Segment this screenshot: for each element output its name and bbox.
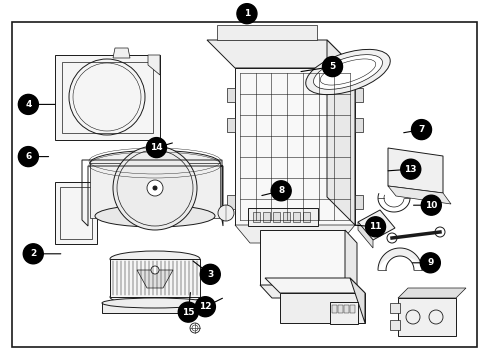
Ellipse shape bbox=[110, 289, 200, 305]
Bar bbox=[343, 305, 348, 313]
Ellipse shape bbox=[313, 55, 382, 89]
Bar bbox=[260, 230, 345, 285]
Bar bbox=[389, 303, 399, 313]
Circle shape bbox=[218, 205, 234, 221]
Polygon shape bbox=[217, 25, 316, 40]
Bar bbox=[292, 212, 299, 222]
Polygon shape bbox=[235, 68, 354, 225]
Bar bbox=[337, 305, 342, 313]
Circle shape bbox=[365, 217, 385, 237]
Polygon shape bbox=[148, 55, 160, 75]
Bar bbox=[102, 303, 207, 313]
Text: 7: 7 bbox=[417, 125, 424, 134]
Bar bbox=[303, 212, 309, 222]
Ellipse shape bbox=[305, 49, 389, 95]
Polygon shape bbox=[349, 278, 364, 323]
Text: 5: 5 bbox=[329, 62, 335, 71]
Bar bbox=[331, 305, 336, 313]
Bar bbox=[354, 195, 362, 209]
Polygon shape bbox=[113, 48, 130, 58]
Polygon shape bbox=[206, 40, 354, 68]
Bar bbox=[397, 298, 455, 336]
Circle shape bbox=[151, 266, 159, 274]
Text: 4: 4 bbox=[25, 100, 32, 109]
Bar bbox=[283, 212, 289, 222]
Bar bbox=[280, 293, 364, 323]
Text: 15: 15 bbox=[182, 307, 194, 317]
Polygon shape bbox=[397, 288, 465, 298]
Ellipse shape bbox=[102, 298, 207, 308]
Circle shape bbox=[153, 186, 157, 190]
Polygon shape bbox=[235, 225, 354, 243]
Bar bbox=[354, 88, 362, 102]
Circle shape bbox=[421, 195, 440, 215]
Circle shape bbox=[434, 227, 444, 237]
Circle shape bbox=[23, 244, 43, 264]
Ellipse shape bbox=[90, 150, 220, 176]
Polygon shape bbox=[90, 163, 220, 218]
Text: 11: 11 bbox=[368, 222, 381, 231]
Text: 10: 10 bbox=[424, 201, 437, 210]
Text: 12: 12 bbox=[199, 302, 211, 311]
Polygon shape bbox=[345, 230, 356, 298]
Circle shape bbox=[113, 146, 197, 230]
Circle shape bbox=[19, 94, 38, 114]
Bar bbox=[110, 259, 200, 297]
Ellipse shape bbox=[95, 205, 215, 227]
Circle shape bbox=[19, 147, 38, 167]
Text: 8: 8 bbox=[278, 186, 284, 195]
Bar bbox=[272, 212, 280, 222]
Bar bbox=[247, 208, 317, 226]
Polygon shape bbox=[264, 278, 364, 293]
Circle shape bbox=[386, 233, 396, 243]
Polygon shape bbox=[387, 148, 442, 193]
Bar bbox=[263, 212, 269, 222]
Bar bbox=[55, 182, 97, 244]
Polygon shape bbox=[137, 270, 173, 288]
Text: 14: 14 bbox=[150, 143, 163, 152]
Polygon shape bbox=[55, 55, 160, 140]
Bar bbox=[226, 118, 235, 132]
Bar bbox=[389, 320, 399, 330]
Polygon shape bbox=[357, 222, 372, 248]
Bar bbox=[60, 187, 92, 239]
Circle shape bbox=[411, 120, 430, 140]
Text: 2: 2 bbox=[30, 249, 36, 258]
Text: 1: 1 bbox=[244, 9, 249, 18]
Polygon shape bbox=[357, 210, 394, 240]
Circle shape bbox=[195, 297, 215, 317]
Bar bbox=[354, 118, 362, 132]
Circle shape bbox=[147, 180, 163, 196]
Circle shape bbox=[146, 138, 166, 158]
Circle shape bbox=[400, 159, 420, 179]
Polygon shape bbox=[260, 285, 356, 298]
Ellipse shape bbox=[110, 251, 200, 267]
Circle shape bbox=[190, 323, 200, 333]
Bar bbox=[226, 195, 235, 209]
Circle shape bbox=[271, 181, 290, 201]
Polygon shape bbox=[329, 302, 357, 324]
Text: 13: 13 bbox=[404, 165, 416, 174]
Text: 3: 3 bbox=[207, 270, 213, 279]
Bar bbox=[252, 212, 260, 222]
Circle shape bbox=[237, 4, 256, 24]
Polygon shape bbox=[387, 186, 450, 204]
Polygon shape bbox=[326, 40, 354, 225]
Bar bbox=[349, 305, 354, 313]
Text: 9: 9 bbox=[426, 258, 433, 267]
Circle shape bbox=[200, 264, 220, 284]
Bar bbox=[226, 88, 235, 102]
Circle shape bbox=[178, 302, 198, 322]
Circle shape bbox=[322, 57, 342, 77]
Circle shape bbox=[420, 253, 439, 273]
Text: 6: 6 bbox=[25, 152, 31, 161]
